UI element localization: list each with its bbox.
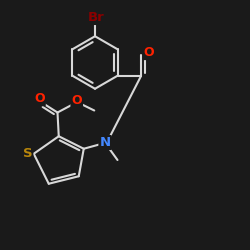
Text: O: O [34,92,45,105]
Text: N: N [100,136,110,149]
Text: S: S [23,147,32,160]
Text: O: O [72,94,82,107]
Text: O: O [144,46,154,59]
Text: Br: Br [88,11,104,24]
